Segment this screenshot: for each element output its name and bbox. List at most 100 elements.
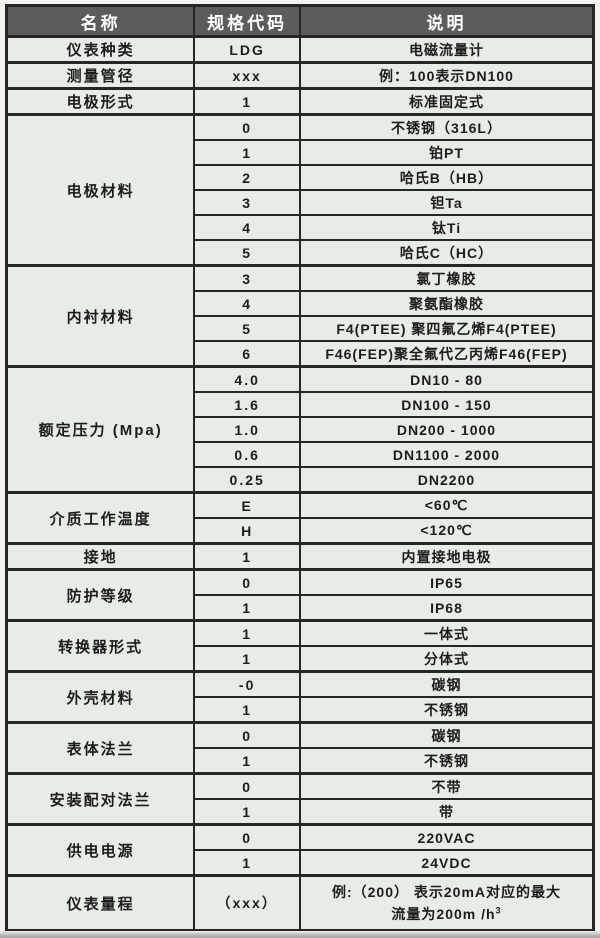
table-row: 接地 1 内置接地电极 xyxy=(5,542,595,571)
description-cell: 不锈钢 xyxy=(298,696,595,724)
spec-code-cell: H xyxy=(193,517,301,545)
table-row: 仪表种类 LDG 电磁流量计 xyxy=(5,35,595,64)
spec-code-cell: 0 xyxy=(193,721,301,749)
spec-code-cell: 5 xyxy=(193,315,301,342)
description-cell: 标准固定式 xyxy=(298,87,595,116)
spec-code-cell: -0 xyxy=(193,670,301,698)
table-row: 5 哈氏C（HC） xyxy=(7,239,595,267)
spec-code-cell: E xyxy=(193,491,301,519)
spec-code-cell: 4 xyxy=(193,214,301,241)
table-row: 1.0 DN200 - 1000 xyxy=(7,416,595,443)
table-row: 内衬材料 3 氯丁橡胶 xyxy=(5,264,595,368)
column-header-name: 名称 xyxy=(5,4,196,38)
group-name-cell: 额定压力 (Mpa) xyxy=(5,365,196,494)
table-row: 1 铂PT xyxy=(7,139,595,166)
table-row: 1 不锈钢 xyxy=(7,696,595,724)
description-cell: 24VDC xyxy=(298,849,595,877)
table-row: 介质工作温度 E <60℃ xyxy=(5,491,595,545)
spec-code-cell: 1 xyxy=(193,696,301,724)
table-row: 1 24VDC xyxy=(7,849,595,877)
description-cell: <120℃ xyxy=(298,517,595,545)
description-cell: IP65 xyxy=(298,568,595,596)
description-cell: 不锈钢 xyxy=(298,747,595,775)
description-cell: 哈氏C（HC） xyxy=(298,239,595,267)
table-row: 0.6 DN1100 - 2000 xyxy=(7,441,595,468)
table-row: 3 钽Ta xyxy=(7,189,595,216)
description-cell: 不锈钢（316L） xyxy=(298,113,595,141)
description-cell: DN200 - 1000 xyxy=(298,416,595,443)
spec-code-cell: 1.6 xyxy=(193,391,301,418)
table-row: 防护等级 0 IP65 xyxy=(5,568,595,622)
spec-code-cell: 1 xyxy=(193,645,301,673)
spec-code-cell: 0 xyxy=(193,823,301,851)
description-cell: 带 xyxy=(298,798,595,826)
table-row: 安装配对法兰 0 不带 xyxy=(5,772,595,826)
description-cell: 例：100表示DN100 xyxy=(298,61,595,90)
table-row: 供电电源 0 220VAC xyxy=(5,823,595,877)
description-cell: F4(PTEE) 聚四氟乙烯F4(PTEE) xyxy=(298,315,595,342)
description-cell: 碳钢 xyxy=(298,721,595,749)
group-name-cell: 供电电源 xyxy=(5,823,196,877)
table-row: 2 哈氏B（HB） xyxy=(7,164,595,191)
description-cell: 钽Ta xyxy=(298,189,595,216)
group-name-cell: 仪表种类 xyxy=(5,35,196,64)
spec-code-cell: 3 xyxy=(193,189,301,216)
spec-code-cell: 0 xyxy=(193,113,301,141)
table-row: 电极材料 0 不锈钢（316L） xyxy=(5,113,595,267)
spec-code-cell: 2 xyxy=(193,164,301,191)
spec-code-cell: 1 xyxy=(193,747,301,775)
description-cell: 电磁流量计 xyxy=(298,35,595,64)
spec-code-cell: 1 xyxy=(193,139,301,166)
table-row: 6 F46(FEP)聚全氟代乙丙烯F46(FEP) xyxy=(7,340,595,368)
description-cell: 分体式 xyxy=(298,645,595,673)
description-cell: DN10 - 80 xyxy=(298,365,595,393)
spec-code-cell: 0.6 xyxy=(193,441,301,468)
table-row: 1.6 DN100 - 150 xyxy=(7,391,595,418)
spec-code-cell: 1 xyxy=(193,798,301,826)
table-row: 电极形式 1 标准固定式 xyxy=(5,87,595,116)
column-header-description: 说明 xyxy=(298,4,595,38)
spec-code-cell: 1 xyxy=(193,619,301,647)
group-name-cell: 接地 xyxy=(5,542,196,571)
table-row: 1 分体式 xyxy=(7,645,595,673)
spec-table-body: 仪表种类 LDG 电磁流量计 测量管径 xxx 例：100表示DN100 电极形式 1 标准固定… xyxy=(5,35,595,932)
description-cell: F46(FEP)聚全氟代乙丙烯F46(FEP) xyxy=(298,340,595,368)
group-name-cell: 介质工作温度 xyxy=(5,491,196,545)
description-cell: DN1100 - 2000 xyxy=(298,441,595,468)
table-row: 表体法兰 0 碳钢 xyxy=(5,721,595,775)
spec-code-cell: 0.25 xyxy=(193,466,301,494)
header-row: 名称 规格代码 说明 xyxy=(5,4,595,38)
table-row: 仪表量程 （xxx） 例:（200） 表示20mA对应的最大 流量为200m /h3 xyxy=(5,874,595,932)
description-cell: 钛Ti xyxy=(298,214,595,241)
spec-code-cell: LDG xyxy=(193,35,301,64)
spec-code-cell: 5 xyxy=(193,239,301,267)
table-row: 0.25 DN2200 xyxy=(7,466,595,494)
spec-code-cell: 6 xyxy=(193,340,301,368)
column-header-code: 规格代码 xyxy=(193,4,301,38)
description-cell: DN2200 xyxy=(298,466,595,494)
table-row: 额定压力 (Mpa) 4.0 DN10 - 80 xyxy=(5,365,595,494)
group-name-cell: 安装配对法兰 xyxy=(5,772,196,826)
description-cell: IP68 xyxy=(298,594,595,622)
table-row: 4 钛Ti xyxy=(7,214,595,241)
group-name-cell: 转换器形式 xyxy=(5,619,196,673)
spec-code-cell: 1 xyxy=(193,849,301,877)
group-name-cell: 测量管径 xyxy=(5,61,196,90)
description-cell: 内置接地电极 xyxy=(298,542,595,571)
group-name-cell: 表体法兰 xyxy=(5,721,196,775)
spec-code-cell: 4.0 xyxy=(193,365,301,393)
spec-code-cell: xxx xyxy=(193,61,301,90)
description-cell: 一体式 xyxy=(298,619,595,647)
bottom-shadow xyxy=(0,931,600,938)
description-cell: 铂PT xyxy=(298,139,595,166)
spec-code-cell: 1 xyxy=(193,594,301,622)
table-row: 4 聚氨酯橡胶 xyxy=(7,290,595,317)
description-cell: 氯丁橡胶 xyxy=(298,264,595,292)
description-line: 流量为200m /h3 xyxy=(391,905,502,922)
spec-code-cell: 3 xyxy=(193,264,301,292)
table-row: 外壳材料 -0 碳钢 xyxy=(5,670,595,724)
description-cell: 例:（200） 表示20mA对应的最大 流量为200m /h3 xyxy=(298,874,595,932)
description-cell: 碳钢 xyxy=(298,670,595,698)
table-row: 转换器形式 1 一体式 xyxy=(5,619,595,673)
